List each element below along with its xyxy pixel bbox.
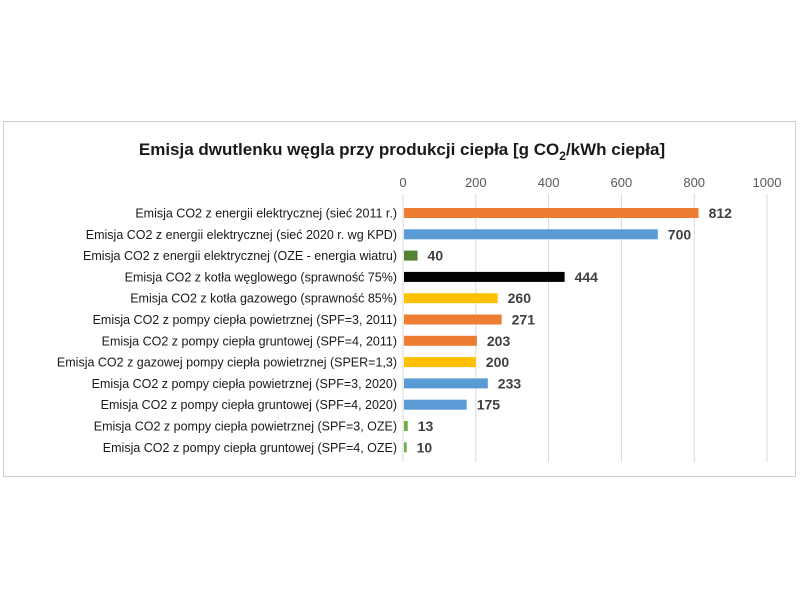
chart-area: Emisja dwutlenku węgla przy produkcji ci… — [3, 121, 796, 477]
value-label: 203 — [487, 333, 511, 349]
value-label: 175 — [477, 397, 501, 413]
category-label: Emisja CO2 z pompy ciepła powietrznej (S… — [92, 377, 397, 391]
category-label: Emisja CO2 z pompy ciepła gruntowej (SPF… — [101, 398, 397, 412]
bars — [404, 208, 699, 453]
x-tick-label: 600 — [611, 175, 633, 190]
value-label: 812 — [709, 205, 733, 221]
chart-title-end: /kWh ciepła] — [566, 140, 665, 159]
category-label: Emisja CO2 z energii elektrycznej (OZE -… — [83, 249, 397, 263]
chart-title-main: Emisja dwutlenku węgla przy produkcji ci… — [139, 140, 559, 159]
category-label: Emisja CO2 z kotła gazowego (sprawność 8… — [130, 292, 397, 306]
bar — [404, 208, 699, 218]
x-tick-label: 200 — [465, 175, 487, 190]
x-tick-label: 0 — [399, 175, 406, 190]
category-label: Emisja CO2 z pompy ciepła gruntowej (SPF… — [102, 334, 397, 348]
x-tick-label: 400 — [538, 175, 560, 190]
chart-title: Emisja dwutlenku węgla przy produkcji ci… — [139, 140, 665, 163]
bar — [404, 399, 467, 410]
value-label: 13 — [418, 418, 434, 434]
value-label: 233 — [498, 375, 522, 391]
bar — [404, 421, 408, 431]
category-label: Emisja CO2 z energii elektrycznej (sieć … — [135, 207, 397, 221]
category-label: Emisja CO2 z kotła węglowego (sprawność … — [125, 270, 397, 284]
category-label: Emisja CO2 z gazowej pompy ciepła powiet… — [57, 356, 397, 370]
bar — [404, 378, 488, 389]
chart-title-subscript: 2 — [559, 149, 566, 163]
co2-emission-bar-chart: Emisja dwutlenku węgla przy produkcji ci… — [57, 140, 781, 462]
value-label: 40 — [428, 248, 444, 264]
value-label: 200 — [486, 354, 510, 370]
category-label: Emisja CO2 z energii elektrycznej (sieć … — [86, 228, 397, 242]
bar — [404, 335, 477, 346]
bar — [404, 442, 407, 453]
category-labels: Emisja CO2 z energii elektrycznej (sieć … — [57, 207, 397, 455]
bar — [404, 314, 502, 325]
category-label: Emisja CO2 z pompy ciepła powietrznej (S… — [94, 420, 397, 434]
value-label: 700 — [668, 226, 692, 242]
x-tick-label: 1000 — [753, 175, 782, 190]
value-label: 444 — [575, 269, 599, 285]
bar — [404, 250, 418, 261]
bar — [404, 293, 498, 304]
x-tick-label: 800 — [683, 175, 705, 190]
category-label: Emisja CO2 z pompy ciepła gruntowej (SPF… — [103, 441, 397, 455]
bar — [404, 229, 658, 240]
category-label: Emisja CO2 z pompy ciepła powietrznej (S… — [93, 313, 397, 327]
bar — [404, 357, 476, 368]
bar — [404, 271, 565, 282]
value-label: 271 — [512, 312, 536, 328]
value-label: 260 — [508, 290, 532, 306]
x-axis-ticks: 0 200 400 600 800 1000 — [399, 175, 781, 190]
value-label: 10 — [417, 439, 433, 455]
